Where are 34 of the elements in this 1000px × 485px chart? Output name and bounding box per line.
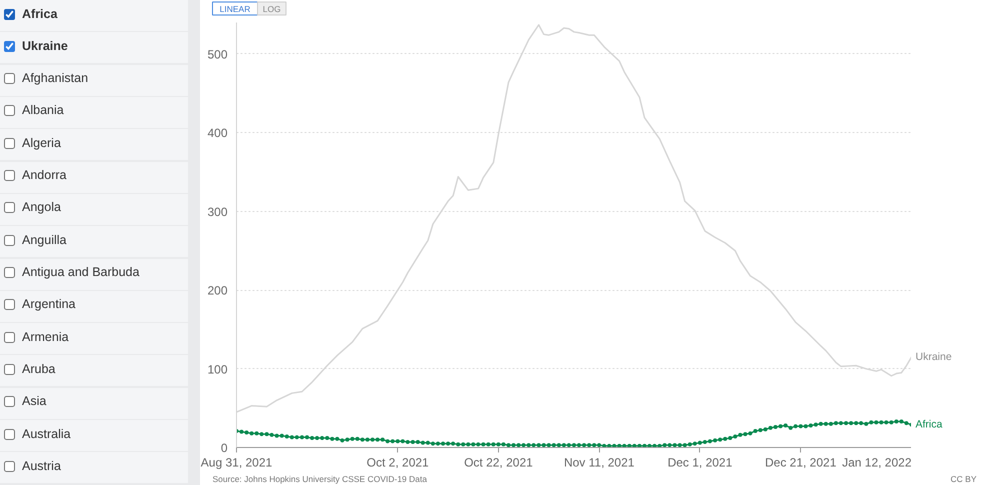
text: Albania	[22, 103, 64, 118]
y-tick-label: 400	[207, 126, 228, 140]
text: Andorra	[22, 168, 66, 182]
text: LINEAR	[220, 4, 250, 14]
text: Ukraine	[22, 38, 68, 53]
text: Angola	[22, 200, 61, 214]
text: Asia	[22, 394, 46, 408]
text: Algeria	[22, 136, 61, 150]
text: Anguilla	[22, 232, 66, 247]
source-note: Source: Johns Hopkins University CSSE COVID-19 Data	[212, 474, 428, 484]
y-tick-label: 500	[207, 47, 228, 62]
text: Austria	[22, 458, 61, 473]
x-tick-label: Nov 11, 2021	[564, 456, 635, 470]
y-tick-label: 0	[220, 441, 228, 455]
x-tick-label: Dec 1, 2021	[668, 456, 733, 470]
text: Africa	[22, 6, 58, 20]
y-tick-label: 300	[207, 204, 228, 219]
text: LOG	[262, 4, 281, 14]
text: CC BY	[950, 474, 977, 484]
x-tick-label: Jan 12, 2022	[842, 456, 912, 470]
series-label: Africa	[916, 418, 942, 431]
text: Armenia	[22, 330, 69, 344]
x-tick-label: Oct 2, 2021	[366, 456, 430, 470]
text: Antigua and Barbuda	[22, 265, 140, 279]
x-tick-label: Oct 22, 2021	[464, 456, 534, 470]
y-tick-label: 200	[207, 284, 228, 298]
text: Afghanistan	[22, 71, 88, 86]
series-label: Ukraine	[916, 350, 952, 363]
text: Australia	[22, 426, 71, 441]
x-tick-label: Dec 21, 2021	[764, 456, 837, 470]
y-tick-label: 100	[207, 362, 228, 376]
text: Argentina	[22, 297, 76, 312]
x-tick-label: Aug 31, 2021	[200, 456, 273, 470]
text: Aruba	[22, 362, 56, 376]
